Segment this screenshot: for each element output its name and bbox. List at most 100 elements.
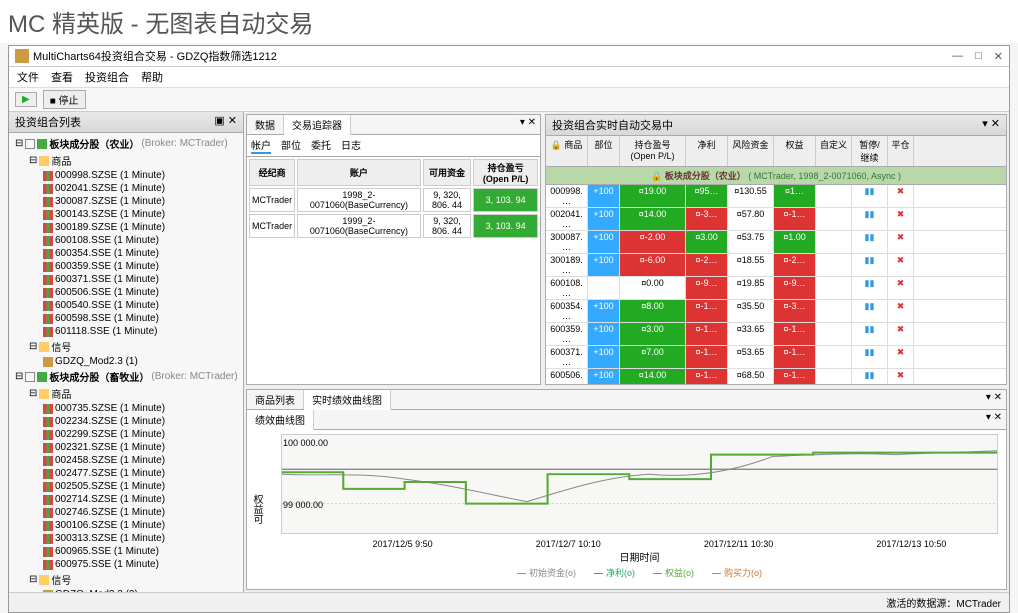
portfolio-tree[interactable]: ⊟板块成分股（农业） (Broker: MCTrader)⊟商品000998.S… [9, 133, 243, 592]
grid-row[interactable]: 600506. …+100¤14.00¤-1…¤68.50¤-1…▮▮✖ [546, 369, 1006, 385]
col-broker[interactable]: 经纪商 [249, 159, 295, 186]
grid-col[interactable]: 平仓 [888, 136, 914, 166]
tree-item[interactable]: 002746.SZSE (1 Minute) [11, 506, 241, 519]
tree-item[interactable]: 601118.SSE (1 Minute) [11, 325, 241, 338]
grid-row[interactable]: 600108. …¤0.00¤-9…¤19.85¤-9…▮▮✖ [546, 277, 1006, 300]
grid-col[interactable]: 自定义 [816, 136, 852, 166]
tree-signal[interactable]: GDZQ_Mod2.3 (1) [11, 355, 241, 368]
tab-perf-curve[interactable]: 实时绩效曲线图 [304, 390, 391, 410]
tree-items-label[interactable]: ⊟商品 [11, 152, 241, 169]
grid-row[interactable]: 600359. …+100¤3.00¤-1…¤33.65¤-1…▮▮✖ [546, 323, 1006, 346]
tab-tracker[interactable]: 交易追踪器 [284, 115, 351, 135]
col-account[interactable]: 账户 [297, 159, 421, 186]
close-position-button[interactable]: ✖ [897, 347, 905, 357]
tree-item[interactable]: 300106.SZSE (1 Minute) [11, 519, 241, 532]
pause-button[interactable]: ▮▮ [865, 301, 875, 311]
subtab-account[interactable]: 帐户 [251, 137, 271, 154]
tree-item[interactable]: 000735.SZSE (1 Minute) [11, 402, 241, 415]
minimize-button[interactable]: — [952, 50, 963, 63]
subtab-log[interactable]: 日志 [341, 137, 361, 154]
tree-item[interactable]: 600975.SSE (1 Minute) [11, 558, 241, 571]
maximize-button[interactable]: □ [975, 50, 982, 63]
grid-col[interactable]: 暂停/继续 [852, 136, 888, 166]
tab-data[interactable]: 数据 [247, 115, 284, 134]
pause-button[interactable]: ▮▮ [865, 232, 875, 242]
stop-button[interactable]: ■ 停止 [43, 90, 86, 109]
tree-item[interactable]: 600598.SSE (1 Minute) [11, 312, 241, 325]
close-position-button[interactable]: ✖ [897, 186, 905, 196]
tree-item[interactable]: 002458.SZSE (1 Minute) [11, 454, 241, 467]
realtime-menu-icon[interactable]: ▾ ✕ [982, 117, 1000, 133]
pause-button[interactable]: ▮▮ [865, 370, 875, 380]
tree-signal-label[interactable]: ⊟信号 [11, 338, 241, 355]
col-openpl[interactable]: 持仓盈亏(Open P/L) [473, 159, 538, 186]
grid-col[interactable]: 部位 [588, 136, 620, 166]
grid-row[interactable]: 300087. …+100¤-2.00¤3.00¤53.75¤1.00▮▮✖ [546, 231, 1006, 254]
tree-item[interactable]: 600540.SSE (1 Minute) [11, 299, 241, 312]
grid-col[interactable]: 持仓盈号(Open P/L) [620, 136, 686, 166]
tree-group[interactable]: ⊟板块成分股（畜牧业） (Broker: MCTrader) [11, 368, 241, 385]
pause-button[interactable]: ▮▮ [865, 186, 875, 196]
close-position-button[interactable]: ✖ [897, 301, 905, 311]
tree-items-label[interactable]: ⊟商品 [11, 385, 241, 402]
tree-item[interactable]: 000998.SZSE (1 Minute) [11, 169, 241, 182]
tree-item[interactable]: 002477.SZSE (1 Minute) [11, 467, 241, 480]
tab-product-list[interactable]: 商品列表 [247, 390, 304, 409]
account-row[interactable]: MCTrader1998_2-0071060(BaseCurrency)9, 3… [249, 188, 538, 212]
pause-button[interactable]: ▮▮ [865, 324, 875, 334]
tree-item[interactable]: 300189.SZSE (1 Minute) [11, 221, 241, 234]
menu-file[interactable]: 文件 [17, 69, 39, 85]
tree-item[interactable]: 600506.SSE (1 Minute) [11, 286, 241, 299]
tree-item[interactable]: 002505.SZSE (1 Minute) [11, 480, 241, 493]
close-position-button[interactable]: ✖ [897, 255, 905, 265]
menu-portfolio[interactable]: 投资组合 [85, 69, 129, 85]
account-row[interactable]: MCTrader1999_2-0071060(BaseCurrency)9, 3… [249, 214, 538, 238]
tree-item[interactable]: 300143.SZSE (1 Minute) [11, 208, 241, 221]
grid-row[interactable]: 000998. …+100¤19.00¤95…¤130.55¤1…▮▮✖ [546, 185, 1006, 208]
grid-col[interactable]: 权益 [774, 136, 816, 166]
tree-item[interactable]: 002234.SZSE (1 Minute) [11, 415, 241, 428]
tree-item[interactable]: 600359.SSE (1 Minute) [11, 260, 241, 273]
tree-item[interactable]: 600108.SSE (1 Minute) [11, 234, 241, 247]
chart-menu-icon[interactable]: ▾ ✕ [982, 390, 1006, 409]
tree-item[interactable]: 002714.SZSE (1 Minute) [11, 493, 241, 506]
grid-row[interactable]: 002041. …+100¤14.00¤-3…¤57.80¤-1…▮▮✖ [546, 208, 1006, 231]
close-position-button[interactable]: ✖ [897, 232, 905, 242]
inner-menu-icon[interactable]: ▾ ✕ [982, 410, 1006, 429]
panel-menu-icon[interactable]: ▾ ✕ [516, 115, 540, 134]
tree-group[interactable]: ⊟板块成分股（农业） (Broker: MCTrader) [11, 135, 241, 152]
pause-button[interactable]: ▮▮ [865, 278, 875, 288]
grid-col[interactable]: 风险资金 [728, 136, 774, 166]
subtab-position[interactable]: 部位 [281, 137, 301, 154]
tree-item[interactable]: 600371.SSE (1 Minute) [11, 273, 241, 286]
tree-pin-icon[interactable]: ▣ ✕ [214, 114, 237, 130]
col-available[interactable]: 可用资金 [423, 159, 472, 186]
close-button[interactable]: ✕ [994, 50, 1003, 63]
tree-item[interactable]: 600354.SSE (1 Minute) [11, 247, 241, 260]
tree-signal[interactable]: GDZQ_Mod2.3 (2) [11, 588, 241, 592]
grid-row[interactable]: 300189. …+100¤-6.00¤-2…¤18.55¤-2…▮▮✖ [546, 254, 1006, 277]
tree-item[interactable]: 600965.SSE (1 Minute) [11, 545, 241, 558]
tree-item[interactable]: 300087.SZSE (1 Minute) [11, 195, 241, 208]
close-position-button[interactable]: ✖ [897, 370, 905, 380]
tree-item[interactable]: 002041.SZSE (1 Minute) [11, 182, 241, 195]
pause-button[interactable]: ▮▮ [865, 209, 875, 219]
tree-item[interactable]: 002321.SZSE (1 Minute) [11, 441, 241, 454]
close-position-button[interactable]: ✖ [897, 209, 905, 219]
close-position-button[interactable]: ✖ [897, 278, 905, 288]
grid-col[interactable]: 🔒 商品 [546, 136, 588, 166]
tree-item[interactable]: 300313.SZSE (1 Minute) [11, 532, 241, 545]
menu-help[interactable]: 帮助 [141, 69, 163, 85]
run-button[interactable]: ▶ [15, 92, 37, 107]
tab-curve-inner[interactable]: 绩效曲线图 [247, 410, 314, 430]
tree-item[interactable]: 002299.SZSE (1 Minute) [11, 428, 241, 441]
pause-button[interactable]: ▮▮ [865, 347, 875, 357]
grid-row[interactable]: 600371. …+100¤7.00¤-1…¤53.65¤-1…▮▮✖ [546, 346, 1006, 369]
close-position-button[interactable]: ✖ [897, 324, 905, 334]
tree-signal-label[interactable]: ⊟信号 [11, 571, 241, 588]
realtime-grid[interactable]: 🔒 板块成分股（农业） ( MCTrader, 1998_2-0071060, … [546, 167, 1006, 385]
menu-view[interactable]: 查看 [51, 69, 73, 85]
grid-row[interactable]: 600354. …+100¤8.00¤-1…¤35.50¤-3…▮▮✖ [546, 300, 1006, 323]
grid-col[interactable]: 净利 [686, 136, 728, 166]
pause-button[interactable]: ▮▮ [865, 255, 875, 265]
